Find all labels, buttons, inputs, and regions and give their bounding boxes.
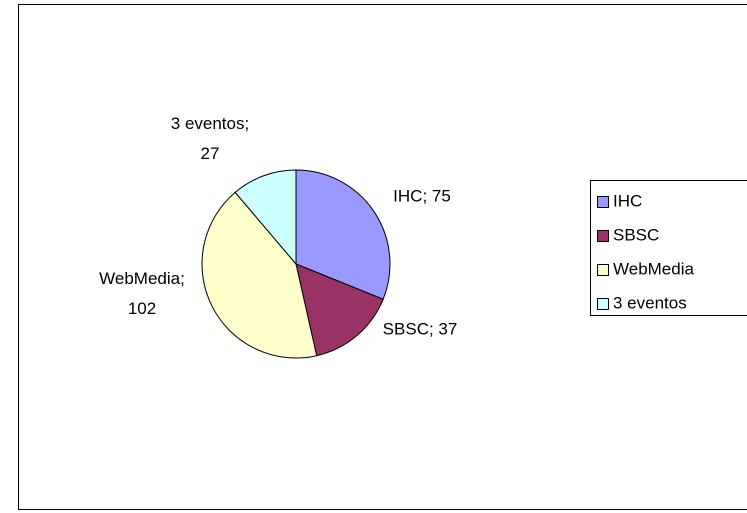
pie-slice	[295, 169, 391, 300]
legend-swatch	[597, 230, 609, 242]
data-label: IHC; 75	[393, 186, 451, 205]
pie-slice	[295, 263, 384, 357]
data-label: 3 eventos; 27	[171, 114, 249, 163]
legend-label: 3 eventos	[613, 293, 687, 312]
legend-swatch	[597, 264, 609, 276]
data-label: WebMedia; 102	[99, 269, 185, 318]
pie-slice	[234, 169, 297, 266]
legend-swatch	[597, 196, 609, 208]
data-label-line: 102	[128, 299, 156, 318]
data-label: SBSC; 37	[383, 319, 458, 338]
legend-label: IHC	[613, 191, 642, 210]
legend-box	[590, 180, 747, 316]
data-label-line: WebMedia;	[99, 269, 185, 288]
data-label-line: 3 eventos;	[171, 114, 249, 133]
legend-label: SBSC	[613, 225, 659, 244]
legend-swatch	[597, 298, 609, 310]
legend-label: WebMedia	[613, 259, 694, 278]
pie-slice	[201, 191, 318, 359]
data-label-line: 27	[201, 144, 220, 163]
